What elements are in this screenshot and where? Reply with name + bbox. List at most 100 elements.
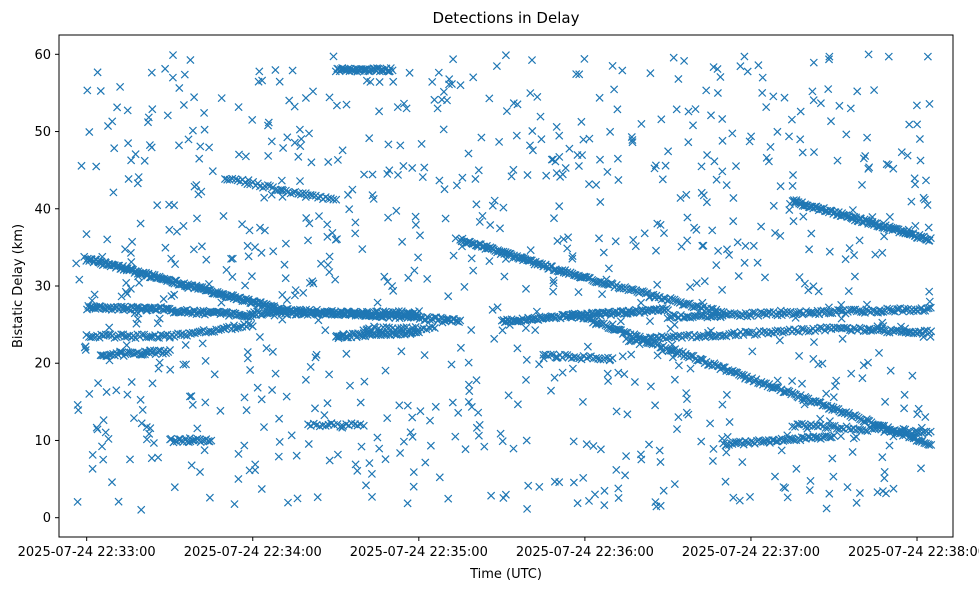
data-point-marker — [255, 332, 264, 342]
data-point-marker — [132, 319, 141, 328]
data-point-marker — [654, 339, 663, 348]
data-point-marker — [728, 129, 737, 138]
data-point-marker — [277, 185, 287, 194]
data-point-marker — [278, 290, 287, 299]
data-point-marker — [732, 438, 741, 447]
data-point-marker — [686, 364, 695, 373]
data-point-marker — [614, 484, 623, 493]
data-point-marker — [549, 214, 559, 223]
data-point-marker — [313, 493, 322, 502]
data-point-marker — [414, 253, 423, 262]
data-point-marker — [375, 77, 384, 87]
data-point-marker — [110, 333, 119, 342]
data-point-marker — [921, 412, 930, 422]
data-point-marker — [351, 229, 360, 238]
data-point-marker — [784, 132, 794, 141]
data-point-marker — [505, 320, 514, 330]
data-point-marker — [630, 377, 639, 387]
data-point-marker — [521, 284, 531, 293]
data-point-marker — [852, 432, 861, 441]
data-point-marker — [244, 176, 253, 185]
data-point-marker — [179, 360, 188, 369]
data-point-marker — [379, 307, 388, 316]
data-point-marker — [405, 308, 414, 317]
data-point-marker — [249, 177, 258, 186]
data-point-marker — [908, 371, 917, 380]
data-point-marker — [452, 181, 461, 190]
data-point-marker — [816, 414, 825, 423]
data-point-marker — [185, 434, 194, 443]
data-point-marker — [389, 286, 398, 295]
data-point-marker — [839, 323, 849, 332]
data-point-marker — [460, 282, 469, 291]
data-point-marker — [816, 323, 825, 332]
data-point-marker — [509, 165, 518, 174]
data-point-marker — [635, 340, 644, 349]
data-point-marker — [97, 442, 107, 451]
data-point-marker — [188, 400, 197, 409]
data-point-marker — [93, 425, 102, 434]
y-tick-label: 50 — [34, 125, 51, 140]
data-point-marker — [706, 326, 716, 335]
data-point-marker — [645, 317, 655, 326]
data-point-marker — [275, 414, 284, 423]
data-point-marker — [636, 450, 645, 459]
data-point-marker — [165, 200, 174, 209]
data-point-marker — [618, 66, 627, 75]
data-point-marker — [591, 320, 601, 329]
data-point-marker — [780, 436, 790, 445]
data-point-marker — [824, 55, 834, 64]
data-point-marker — [193, 424, 202, 433]
data-point-marker — [804, 286, 813, 295]
data-point-marker — [188, 126, 197, 135]
data-point-marker — [852, 498, 861, 507]
data-point-marker — [859, 361, 868, 370]
data-point-marker — [926, 234, 935, 243]
data-point-marker — [92, 162, 101, 171]
data-point-marker — [234, 150, 244, 159]
data-point-marker — [864, 50, 873, 59]
data-point-marker — [198, 339, 207, 348]
data-point-marker — [158, 349, 167, 358]
y-tick-label: 60 — [34, 48, 51, 63]
data-point-marker — [146, 346, 155, 355]
data-point-marker — [469, 266, 478, 275]
data-point-marker — [439, 87, 448, 96]
data-point-marker — [303, 236, 313, 245]
data-point-marker — [105, 323, 114, 332]
data-point-marker — [846, 104, 855, 113]
data-point-marker — [323, 220, 332, 229]
data-point-marker — [258, 76, 267, 85]
data-point-marker — [137, 505, 146, 514]
data-point-marker — [260, 226, 269, 235]
data-point-marker — [672, 105, 681, 114]
data-point-marker — [697, 437, 706, 446]
data-point-marker — [498, 326, 507, 335]
data-point-marker — [342, 349, 351, 358]
data-point-marker — [646, 69, 655, 78]
data-point-marker — [228, 174, 237, 183]
data-point-marker — [600, 486, 609, 495]
data-point-marker — [259, 423, 269, 432]
data-point-marker — [572, 353, 581, 362]
data-point-marker — [927, 440, 936, 449]
data-point-marker — [521, 324, 530, 333]
data-point-marker — [702, 86, 711, 95]
data-point-marker — [127, 156, 136, 165]
data-point-marker — [712, 261, 721, 270]
data-point-marker — [713, 64, 722, 74]
data-point-marker — [919, 332, 928, 342]
data-point-marker — [882, 160, 891, 169]
data-point-marker — [542, 171, 551, 180]
data-point-marker — [604, 376, 613, 386]
data-point-marker — [365, 459, 374, 468]
data-point-marker — [77, 161, 86, 170]
data-point-marker — [323, 260, 333, 269]
data-point-marker — [700, 277, 709, 286]
data-point-marker — [163, 111, 172, 120]
data-point-marker — [358, 245, 367, 254]
data-point-marker — [243, 354, 252, 363]
data-point-marker — [627, 336, 636, 345]
data-point-marker — [165, 225, 174, 234]
data-point-marker — [817, 205, 826, 214]
